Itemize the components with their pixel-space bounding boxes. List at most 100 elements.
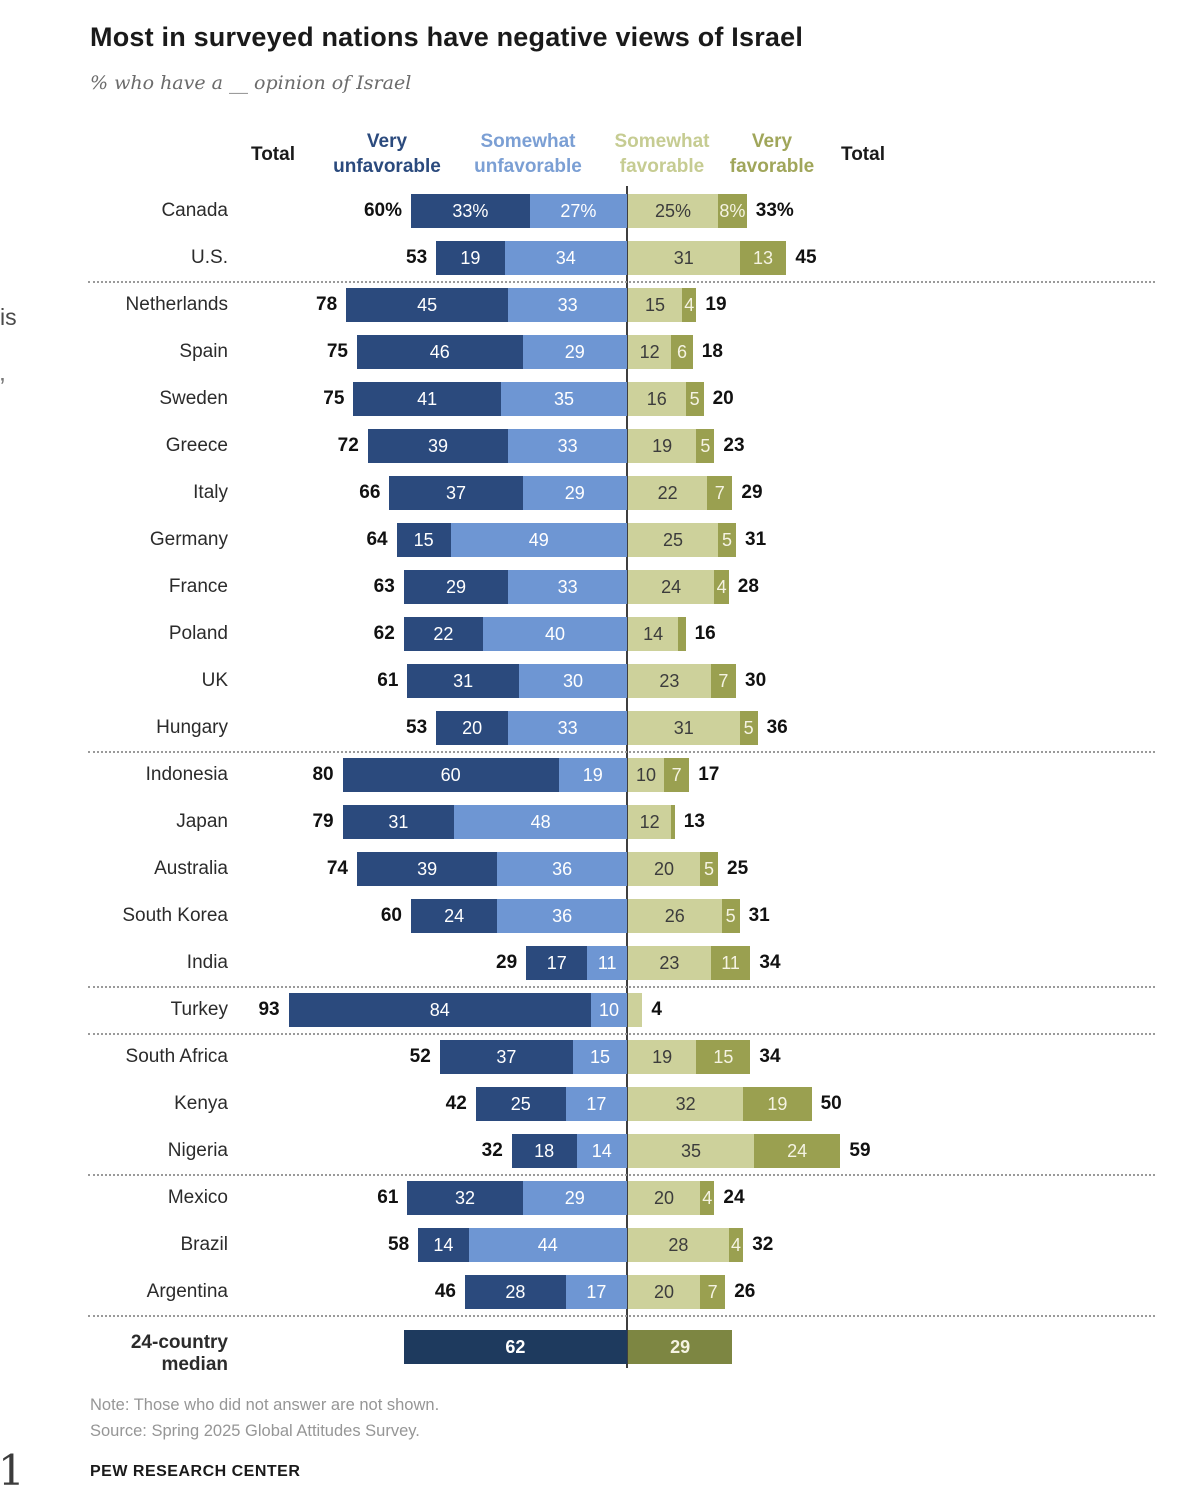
total-favorable-label: 19 [705,294,727,315]
total-favorable-label: 25 [727,858,749,879]
total-favorable-label: 24 [723,1187,745,1208]
total-unfavorable-label: 63 [373,576,395,597]
bar-segment-very-unfavorable: 37 [389,476,523,510]
bar-segment-very-unfavorable: 25 [475,1087,566,1121]
chart-source: Source: Spring 2025 Global Attitudes Sur… [90,1422,420,1440]
bar-segment-very-favorable: 5 [721,899,740,933]
bar-segment-very-favorable: 15 [696,1040,751,1074]
bar-segment-very-unfavorable: 45 [346,288,509,322]
chart-title: Most in surveyed nations have negative v… [90,22,804,52]
country-label: Netherlands [125,294,228,315]
group-separator [88,281,1155,283]
bar-segment-somewhat-favorable: 12 [628,335,672,369]
bar-segment-very-unfavorable: 31 [407,664,519,698]
bar-segment-somewhat-favorable: 20 [628,1275,700,1309]
bar-segment-somewhat-favorable: 20 [628,852,700,886]
bar-segment-somewhat-unfavorable: 49 [450,523,627,557]
bar-segment-very-unfavorable: 33% [411,194,530,228]
bar-segment-very-unfavorable: 22 [403,617,483,651]
bar-segment-somewhat-favorable: 25% [628,194,718,228]
country-label: Japan [176,811,228,832]
bar-segment-very-unfavorable: 24 [411,899,498,933]
bar-segment-very-favorable: 4 [728,1228,744,1262]
total-favorable-label: 31 [745,529,767,550]
total-unfavorable-label: 46 [434,1281,456,1302]
bar-segment-somewhat-favorable: 31 [628,711,740,745]
group-separator [88,986,1155,988]
country-label: U.S. [191,247,228,268]
total-favorable-label: 33% [755,200,794,221]
center-axis-line [626,186,628,1368]
total-unfavorable-label: 75 [326,341,348,362]
bar-segment-very-favorable: 5 [718,523,736,557]
bar-segment-very-favorable: 19 [743,1087,812,1121]
bar-segment-very-unfavorable: 39 [367,429,509,463]
bar-segment-somewhat-unfavorable: 17 [565,1275,627,1309]
country-label: Turkey [170,999,228,1020]
total-unfavorable-label: 72 [337,435,359,456]
country-label: Australia [154,858,228,879]
bar-segment-very-favorable: 5 [696,429,715,463]
bar-segment-somewhat-unfavorable: 11 [587,946,627,980]
bar-segment-somewhat-favorable: 23 [628,664,711,698]
country-label: India [186,952,228,973]
total-favorable-label: 16 [694,623,716,644]
bar-segment-very-favorable: 4 [714,570,729,604]
bar-segment-very-unfavorable: 14 [418,1228,469,1262]
bar-segment-somewhat-unfavorable: 15 [573,1040,627,1074]
bar-segment-somewhat-favorable: 31 [628,241,740,275]
bar-segment-somewhat-unfavorable: 14 [576,1134,627,1168]
bar-segment-somewhat-favorable: 10 [628,758,664,792]
bar-segment-somewhat-unfavorable: 33 [508,711,627,745]
header-very-unfavorable: Very unfavorable [333,131,441,177]
total-favorable-label: 28 [737,576,759,597]
bar-segment-very-favorable: 7 [664,758,690,792]
bar-segment-somewhat-favorable: 15 [628,288,682,322]
country-label: Hungary [156,717,228,738]
total-favorable-label: 30 [745,670,767,691]
bar-segment-somewhat-favorable: 32 [628,1087,744,1121]
total-unfavorable-label: 53 [406,717,428,738]
total-unfavorable-label: 60% [363,200,402,221]
bar-segment-very-unfavorable: 60 [342,758,559,792]
bar-segment-very-unfavorable: 28 [465,1275,566,1309]
country-label: Poland [168,623,228,644]
bar-segment-very-unfavorable: 46 [357,335,523,369]
bar-segment-somewhat-unfavorable: 33 [508,429,627,463]
edge-text-fragment-one: 1 [0,1446,25,1495]
bar-segment-somewhat-unfavorable: 40 [483,617,627,651]
total-unfavorable-label: 61 [377,1187,399,1208]
total-unfavorable-label: 62 [373,623,395,644]
bar-segment-somewhat-unfavorable: 29 [522,1181,627,1215]
header-somewhat-unfavorable: Somewhat unfavorable [474,131,582,177]
country-label: South Africa [125,1046,228,1067]
bar-segment-very-unfavorable: 18 [511,1134,577,1168]
total-unfavorable-label: 66 [359,482,381,503]
bar-segment-somewhat-favorable: 19 [628,1040,697,1074]
bar-segment-somewhat-unfavorable: 36 [497,852,627,886]
country-label: Sweden [159,388,228,409]
total-favorable-label: 13 [683,811,705,832]
bar-segment-somewhat-unfavorable: 48 [454,805,627,839]
total-favorable-label: 59 [849,1140,871,1161]
total-unfavorable-label: 80 [312,764,334,785]
country-label: Canada [161,200,228,221]
bar-segment-somewhat-unfavorable: 44 [468,1228,627,1262]
country-label: Kenya [174,1093,228,1114]
bar-segment-somewhat-unfavorable: 29 [522,476,627,510]
group-separator [88,751,1155,753]
country-label: Indonesia [145,764,228,785]
total-unfavorable-label: 61 [377,670,399,691]
country-label: Germany [149,529,228,550]
total-unfavorable-label: 53 [406,247,428,268]
header-total-left: Total [251,143,295,165]
total-unfavorable-label: 42 [445,1093,467,1114]
country-label: Italy [193,482,228,503]
bar-segment-somewhat-favorable: 28 [628,1228,729,1262]
bar-segment-very-unfavorable: 84 [288,993,591,1027]
bar-segment-somewhat-favorable: 26 [628,899,722,933]
total-favorable-label: 23 [723,435,745,456]
total-unfavorable-label: 79 [312,811,334,832]
chart-subtitle: % who have a __ opinion of Israel [90,72,412,94]
